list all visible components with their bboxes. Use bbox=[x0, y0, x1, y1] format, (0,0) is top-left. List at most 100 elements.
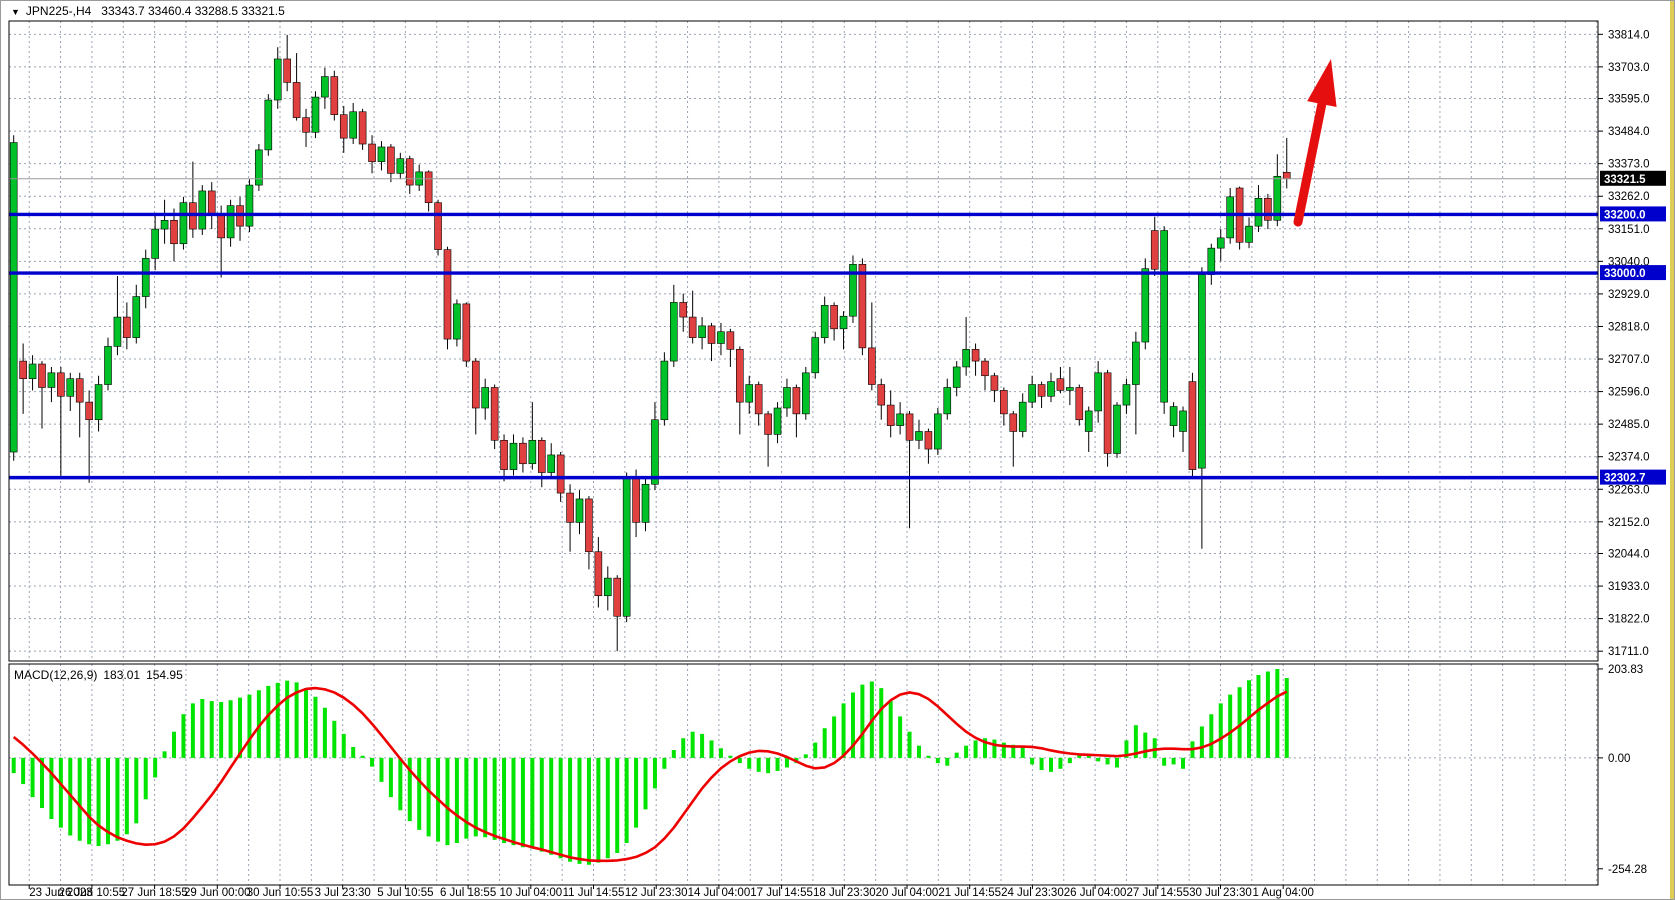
candle-bearish bbox=[688, 316, 697, 338]
candle-bearish bbox=[123, 316, 131, 338]
candle-bearish bbox=[85, 401, 93, 421]
candle-bullish bbox=[349, 111, 357, 139]
candle-bearish bbox=[905, 413, 914, 441]
candle-bearish bbox=[858, 263, 867, 349]
candle-bearish bbox=[207, 190, 216, 215]
trend-arrow-annotation[interactable] bbox=[1293, 59, 1337, 227]
main-panel-border bbox=[8, 20, 1599, 662]
candle-bullish bbox=[47, 372, 56, 388]
candle-bearish bbox=[632, 478, 640, 523]
candle-bearish bbox=[971, 349, 980, 362]
arrow-head-icon bbox=[1307, 59, 1337, 108]
candle-bullish bbox=[1047, 381, 1055, 397]
macd-indicator-label: MACD(12,26,9) 183.01 154.95 bbox=[14, 668, 189, 682]
candle-bullish bbox=[773, 407, 782, 435]
svg-text:32302.7: 32302.7 bbox=[1604, 473, 1646, 485]
price-tick-label: 32929.0 bbox=[1608, 289, 1650, 301]
date-tick-label: 29 Jun 00:00 bbox=[184, 887, 251, 899]
candle-bearish bbox=[792, 387, 801, 415]
candle-bearish bbox=[754, 384, 763, 415]
candle-bullish bbox=[1028, 384, 1036, 403]
candle-bullish bbox=[179, 202, 188, 245]
horizontal-lines[interactable] bbox=[9, 178, 1598, 480]
candle-bullish bbox=[151, 228, 159, 259]
macd-name: MACD(12,26,9) bbox=[14, 668, 98, 682]
candle-bearish bbox=[19, 360, 27, 379]
candle-bullish bbox=[1216, 237, 1225, 249]
candle-bearish bbox=[1056, 378, 1065, 391]
date-tick-label: 27 Jun 18:55 bbox=[121, 887, 188, 899]
price-tick-label: 32263.0 bbox=[1608, 484, 1650, 496]
axis-price-chip bbox=[1600, 265, 1666, 281]
candle-bearish bbox=[339, 114, 348, 139]
candle-bullish bbox=[94, 384, 103, 421]
candle-bearish bbox=[566, 492, 574, 523]
candle-bearish bbox=[434, 202, 442, 250]
date-tick-label: 23 Jun 2023 bbox=[29, 887, 92, 899]
candle-bearish bbox=[594, 551, 603, 597]
candle-bearish bbox=[1188, 381, 1197, 470]
date-tick-label: 1 Aug 04:00 bbox=[1252, 887, 1313, 899]
axis-price-chip bbox=[1600, 170, 1666, 186]
chart-title: ▼ JPN225-,H4 33343.7 33460.4 33288.5 33321… bbox=[11, 4, 285, 20]
candle-bearish bbox=[490, 387, 499, 441]
candle-bearish bbox=[302, 117, 310, 133]
candle-bearish bbox=[1009, 413, 1018, 432]
candle-bullish bbox=[141, 258, 150, 297]
candle-bullish bbox=[717, 331, 725, 344]
axis-price-chip bbox=[1600, 469, 1666, 485]
macd-panel bbox=[11, 668, 1289, 865]
candle-bullish bbox=[453, 303, 461, 340]
candle-bullish bbox=[1132, 341, 1140, 385]
candle-bullish bbox=[811, 337, 820, 374]
candle-bearish bbox=[75, 378, 84, 403]
candle-bullish bbox=[321, 76, 329, 98]
date-tick-label: 17 Jul 14:55 bbox=[750, 887, 813, 899]
candle-bullish bbox=[509, 442, 518, 470]
candle-bullish bbox=[660, 360, 669, 421]
price-axis[interactable]: 33814.0 33703.0 33595.0 33484.0 33373.0 33262… bbox=[1598, 29, 1666, 876]
date-tick-label: 20 Jul 04:00 bbox=[876, 887, 939, 899]
macd-tick-label: 203.83 bbox=[1608, 664, 1643, 676]
candle-bullish bbox=[1207, 247, 1216, 275]
candle-bullish bbox=[698, 325, 706, 338]
candle-bullish bbox=[783, 387, 791, 409]
candle-bullish bbox=[1179, 410, 1187, 432]
price-tick-label: 33151.0 bbox=[1608, 224, 1650, 236]
candle-bearish bbox=[1037, 384, 1046, 397]
candle-bearish bbox=[443, 249, 452, 340]
candle-bearish bbox=[519, 442, 527, 465]
candle-bullish bbox=[1226, 196, 1234, 239]
date-tick-label: 30 Jun 10:55 bbox=[247, 887, 314, 899]
candle-bullish bbox=[575, 498, 584, 523]
candle-bearish bbox=[990, 375, 999, 391]
candle-bearish bbox=[1150, 230, 1159, 270]
macd-tick-label: -254.28 bbox=[1608, 864, 1647, 876]
candle-bullish bbox=[311, 96, 320, 133]
candle-bullish bbox=[669, 302, 678, 362]
candle-bearish bbox=[1103, 372, 1112, 454]
candle-bearish bbox=[585, 498, 593, 553]
candle-bullish bbox=[1113, 404, 1121, 454]
macd-tick-label: 0.00 bbox=[1608, 753, 1630, 765]
candle-bullish bbox=[952, 366, 961, 388]
date-tick-label: 18 Jul 23:30 bbox=[813, 887, 876, 899]
candle-bullish bbox=[1066, 387, 1074, 391]
candle-bearish bbox=[217, 214, 225, 239]
candle-bullish bbox=[934, 413, 942, 450]
candle-bullish bbox=[1169, 406, 1178, 426]
candle-bullish bbox=[820, 305, 829, 338]
date-tick-label: 11 Jul 14:55 bbox=[563, 887, 625, 899]
candle-bullish bbox=[1122, 384, 1131, 406]
chevron-down-icon[interactable]: ▼ bbox=[11, 7, 20, 17]
candle-bullish bbox=[9, 142, 18, 453]
candle-bearish bbox=[764, 413, 772, 435]
candle-bullish bbox=[1160, 230, 1168, 403]
candle-bearish bbox=[283, 58, 291, 83]
candles bbox=[9, 34, 1291, 652]
candle-bullish bbox=[104, 346, 112, 385]
candle-bearish bbox=[726, 331, 735, 350]
svg-text:33000.0: 33000.0 bbox=[1604, 268, 1646, 280]
